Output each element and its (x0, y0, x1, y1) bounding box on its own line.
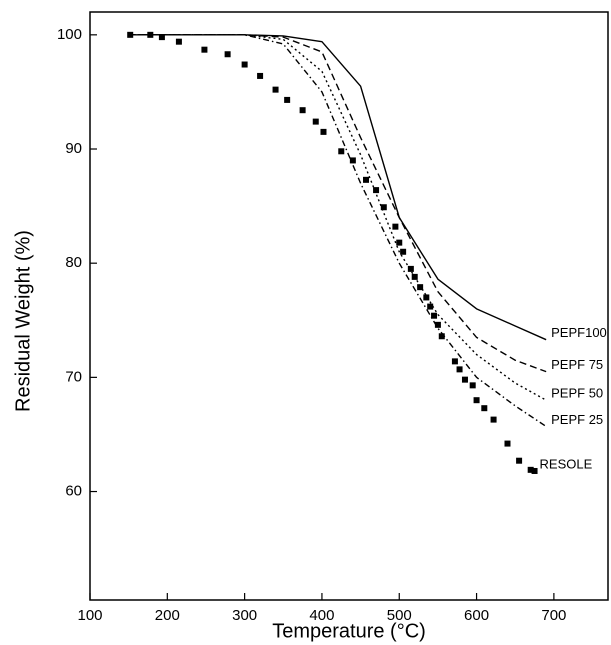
data-point (417, 284, 424, 291)
data-point (312, 118, 319, 125)
data-point (320, 128, 327, 135)
data-point (201, 46, 208, 53)
x-tick-label: 500 (387, 607, 412, 624)
x-axis-title: Temperature (°C) (272, 620, 426, 642)
series-line (128, 34, 547, 401)
data-point (338, 148, 345, 155)
data-point (272, 86, 279, 93)
data-point (400, 248, 407, 255)
y-tick-label: 90 (65, 140, 82, 157)
data-point (431, 312, 438, 319)
data-point (373, 187, 380, 194)
series-line (128, 34, 547, 341)
y-tick-label: 80 (65, 254, 82, 271)
data-point (407, 265, 414, 272)
data-point (504, 440, 511, 447)
data-point (241, 61, 248, 68)
data-point (224, 51, 231, 58)
x-tick-label: 700 (541, 607, 566, 624)
data-point (527, 466, 534, 473)
data-point (490, 416, 497, 423)
data-point (363, 176, 370, 183)
data-point (299, 107, 306, 114)
data-point (473, 397, 480, 404)
y-axis-title: Residual Weight (%) (12, 230, 34, 412)
data-point (438, 333, 445, 340)
y-tick-label: 100 (57, 26, 82, 43)
series-label: PEPF 25 (551, 412, 603, 427)
data-point (456, 366, 463, 373)
data-point (516, 457, 523, 464)
data-point (481, 405, 488, 412)
data-point (147, 31, 154, 38)
plot-frame (89, 11, 609, 601)
x-tick-label: 100 (77, 607, 102, 624)
data-point (380, 204, 387, 211)
data-point (127, 31, 134, 38)
x-tick-label: 300 (232, 607, 257, 624)
data-point (461, 376, 468, 383)
series-label: RESOLE (540, 456, 593, 471)
data-point (434, 321, 441, 328)
data-point (451, 358, 458, 365)
data-point (392, 223, 399, 230)
series-label: PEPF100 (551, 325, 607, 340)
x-tick-label: 200 (155, 607, 180, 624)
y-tick-label: 70 (65, 368, 82, 385)
x-tick-label: 400 (309, 607, 334, 624)
data-point (257, 72, 264, 79)
data-point (349, 157, 356, 164)
y-tick-label: 60 (65, 483, 82, 500)
data-point (396, 239, 403, 246)
series-label: PEPF 50 (551, 386, 603, 401)
data-point (531, 467, 538, 474)
data-point (284, 96, 291, 103)
data-point (427, 303, 434, 310)
series-label: PEPF 75 (551, 357, 603, 372)
series-line (128, 34, 547, 428)
data-point (411, 273, 418, 280)
data-point (423, 294, 430, 301)
data-point (158, 34, 165, 41)
x-tick-label: 600 (464, 607, 489, 624)
data-point (469, 382, 476, 389)
data-point (175, 38, 182, 45)
series-line (128, 34, 547, 373)
